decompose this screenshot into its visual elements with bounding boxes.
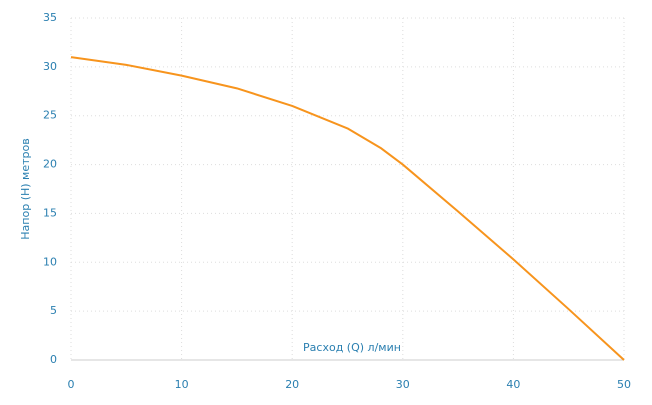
- x-tick-label: 50: [617, 378, 631, 391]
- y-tick-label: 0: [50, 353, 57, 366]
- y-tick-label: 5: [50, 304, 57, 317]
- x-tick-label: 40: [506, 378, 520, 391]
- y-tick-label: 30: [43, 60, 57, 73]
- x-tick-label: 20: [285, 378, 299, 391]
- y-tick-label: 15: [43, 206, 57, 219]
- y-tick-label: 35: [43, 11, 57, 24]
- y-axis-label: Напор (H) метров: [19, 138, 32, 239]
- x-tick-label: 0: [68, 378, 75, 391]
- x-tick-label: 10: [175, 378, 189, 391]
- y-tick-label: 10: [43, 255, 57, 268]
- line-series: [70, 56, 625, 361]
- x-axis-label: Расход (Q) л/мин: [303, 341, 401, 354]
- y-tick-label: 25: [43, 109, 57, 122]
- y-tick-label: 20: [43, 158, 57, 171]
- x-tick-label: 30: [396, 378, 410, 391]
